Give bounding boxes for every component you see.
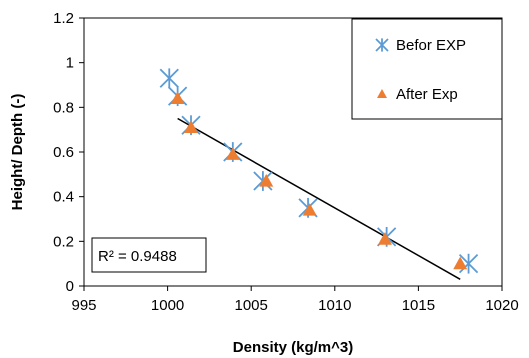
- x-tick-label: 1015: [402, 297, 435, 314]
- x-tick-label: 1000: [151, 297, 184, 314]
- legend-label: After Exp: [396, 86, 458, 103]
- r2-value: R² = 0.9488: [98, 248, 177, 265]
- trendline: [177, 117, 461, 280]
- y-tick-label: 0: [66, 278, 74, 295]
- data-point-after-exp: [184, 120, 199, 134]
- x-tick-label: 1005: [235, 297, 268, 314]
- legend-box: [351, 18, 503, 120]
- legend: Befor EXP After Exp: [351, 18, 503, 120]
- y-tick-label: 1: [66, 55, 74, 72]
- data-point-befor-exp: [458, 253, 479, 274]
- legend-marker-befor-exp: [375, 38, 389, 52]
- x-tick-label: 995: [71, 297, 96, 314]
- data-point-after-exp: [302, 203, 317, 216]
- r2-annotation: R² = 0.9488: [91, 237, 207, 273]
- x-axis-label: Density (kg/m^3): [233, 339, 353, 356]
- data-point-after-exp: [377, 232, 392, 245]
- x-axis-ticks: 995 1000 1005 1010 1015 1020: [71, 286, 519, 314]
- data-point-after-exp: [453, 256, 468, 270]
- legend-marker-after-exp: [377, 89, 387, 98]
- y-tick-label: 1.2: [53, 10, 74, 27]
- legend-label: Befor EXP: [396, 37, 466, 54]
- data-point-after-exp: [259, 174, 274, 187]
- data-point-befor-exp: [159, 68, 179, 89]
- y-axis-ticks: 0 0.2 0.4 0.6 0.8 1 1.2: [53, 10, 84, 295]
- y-tick-label: 0.4: [53, 189, 74, 206]
- y-tick-label: 0.2: [53, 233, 74, 250]
- y-axis-label: Height/ Depth (-): [9, 94, 26, 211]
- data-point-after-exp: [225, 147, 240, 160]
- y-tick-label: 0.8: [53, 99, 74, 116]
- data-point-after-exp: [170, 91, 185, 104]
- x-tick-label: 1010: [318, 297, 351, 314]
- series-layer: [159, 68, 479, 274]
- r2-box: [91, 237, 207, 273]
- x-tick-label: 1020: [485, 297, 518, 314]
- y-tick-label: 0.6: [53, 144, 74, 161]
